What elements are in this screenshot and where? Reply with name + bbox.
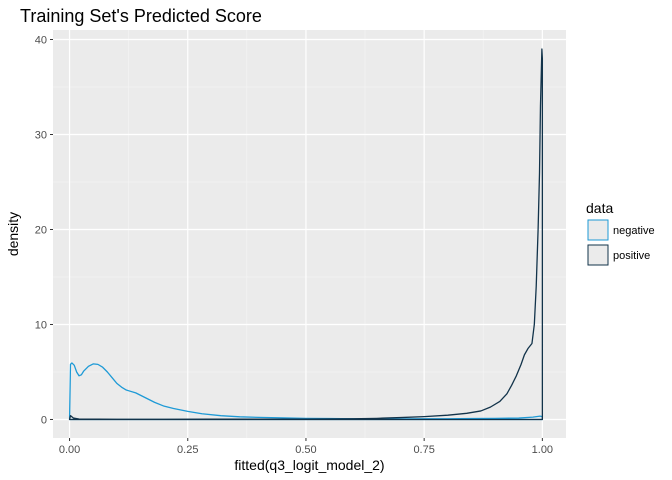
y-tick-label: 20	[35, 224, 47, 236]
legend-title: data	[586, 200, 613, 216]
density-curve-negative	[68, 362, 544, 421]
legend-key-negative	[587, 219, 609, 241]
plot-panel	[53, 30, 566, 438]
legend-label-positive: positive	[613, 250, 650, 262]
x-tick-label: 0.25	[177, 444, 198, 456]
x-tick-label: 0.50	[295, 444, 316, 456]
y-axis-title: density	[5, 212, 21, 256]
grid-minor	[53, 30, 566, 438]
density-curve-positive	[68, 48, 544, 421]
x-tick-label: 0.00	[59, 444, 80, 456]
y-tick-label: 10	[35, 319, 47, 331]
legend: data negative positive	[586, 200, 655, 266]
legend-item-positive: positive	[587, 244, 650, 266]
legend-key-positive	[587, 244, 609, 266]
y-tick-label: 0	[41, 414, 47, 426]
x-tick-label: 1.00	[532, 444, 553, 456]
legend-item-negative: negative	[587, 219, 655, 241]
y-tick-label: 30	[35, 129, 47, 141]
x-tick-label: 0.75	[413, 444, 434, 456]
chart-title: Training Set's Predicted Score	[20, 6, 262, 26]
ticks-layer: 0.00 0.25 0.50 0.75 1.00 0 10 20 30 40	[35, 34, 553, 456]
x-axis-title: fitted(q3_logit_model_2)	[234, 457, 384, 473]
y-tick-label: 40	[35, 34, 47, 46]
series-layer	[68, 48, 544, 421]
legend-label-negative: negative	[613, 225, 655, 237]
